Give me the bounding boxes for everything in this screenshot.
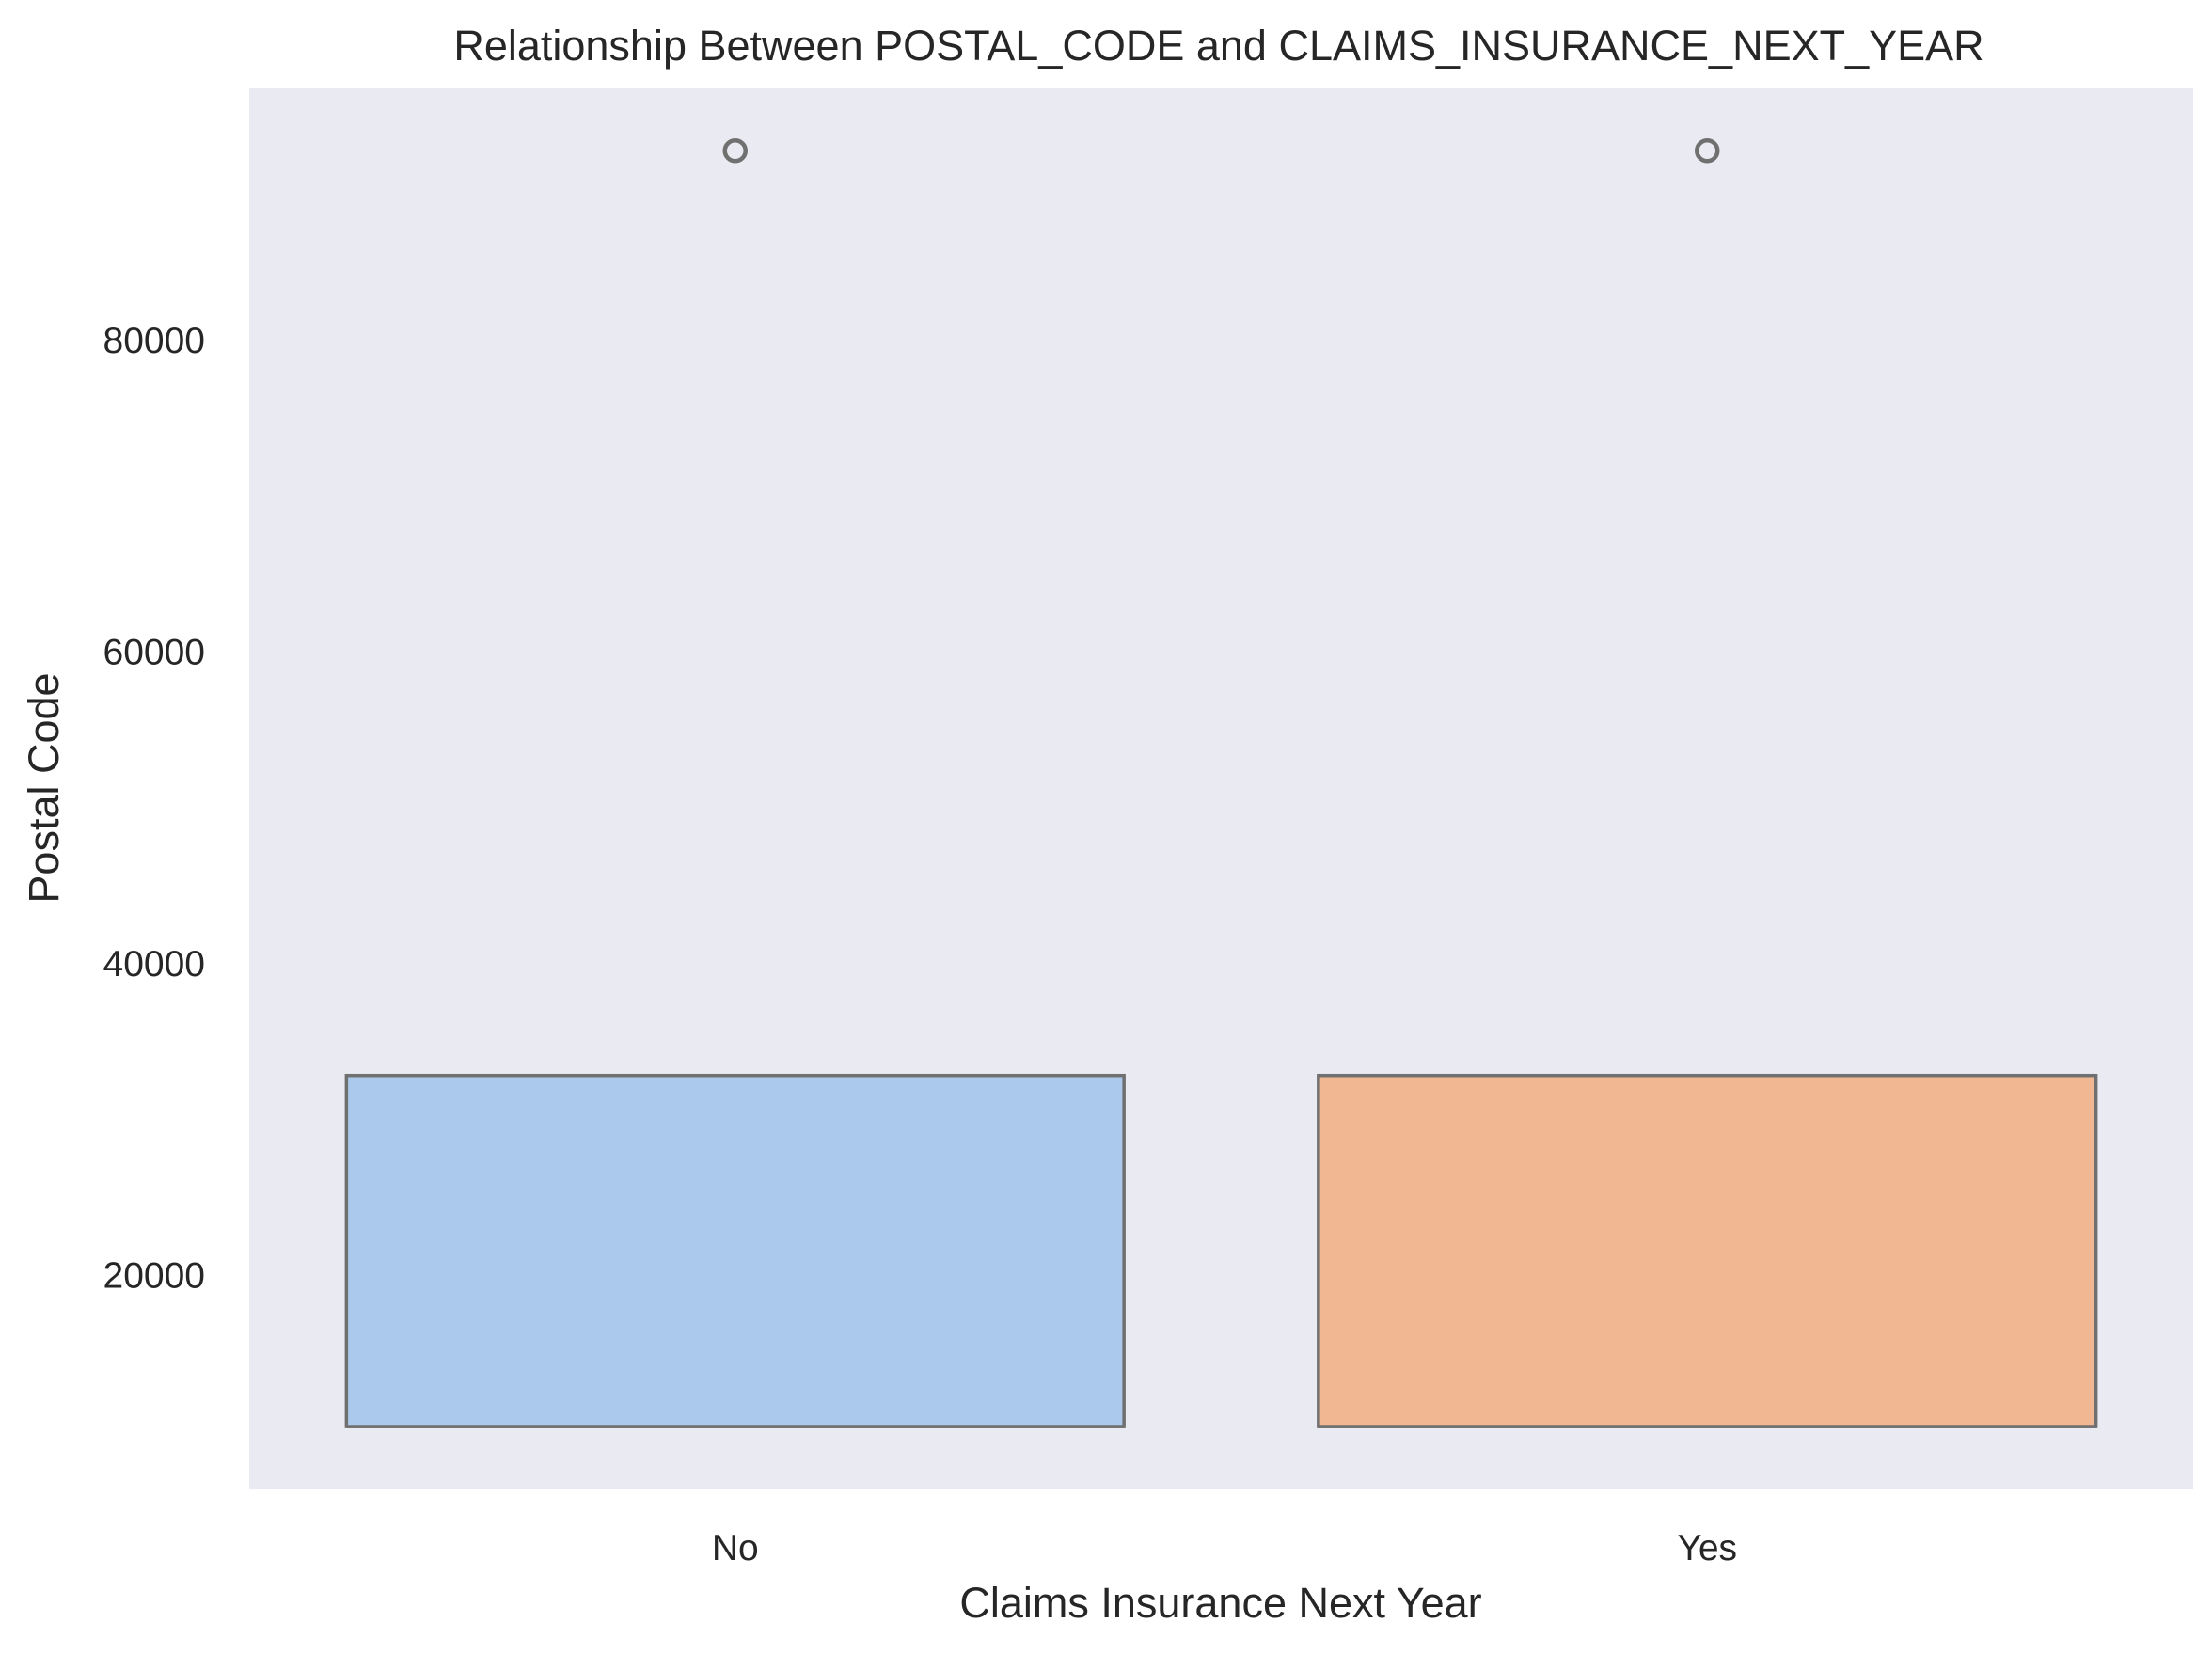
- x-axis-label: Claims Insurance Next Year: [959, 1579, 1481, 1627]
- x-tick-label: Yes: [1677, 1528, 1737, 1568]
- outlier-point-yes: [1695, 138, 1720, 164]
- y-axis-label: Postal Code: [20, 672, 68, 903]
- box-group-no: [344, 138, 1126, 1428]
- box-group-yes: [1317, 138, 2098, 1428]
- y-tick-labels: 20000 40000 60000 80000: [103, 321, 205, 1296]
- y-tick-label: 60000: [103, 632, 205, 672]
- box-yes: [1317, 1073, 2098, 1428]
- y-tick-label: 20000: [103, 1255, 205, 1296]
- box-no: [344, 1073, 1126, 1428]
- marks-layer: [344, 138, 2098, 1428]
- x-tick-labels: No Yes: [712, 1528, 1737, 1568]
- y-tick-label: 80000: [103, 321, 205, 361]
- outlier-point-no: [722, 138, 748, 164]
- chart-title: Relationship Between POSTAL_CODE and CLA…: [453, 22, 1983, 70]
- y-tick-label: 40000: [103, 944, 205, 985]
- x-tick-label: No: [712, 1528, 759, 1568]
